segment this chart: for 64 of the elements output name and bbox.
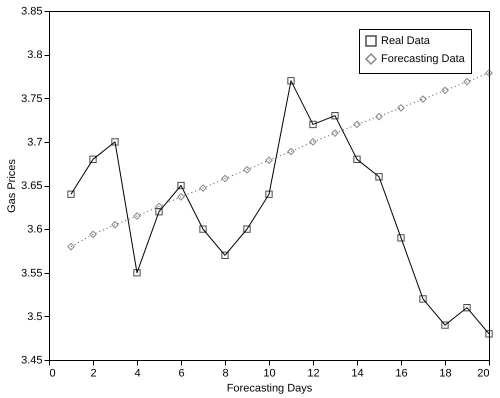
x-axis-title: Forecasting Days <box>226 382 313 394</box>
x-tick-label: 2 <box>90 368 97 380</box>
point <box>331 112 339 120</box>
y-tick-label: 3.55 <box>21 267 42 280</box>
point <box>353 120 361 128</box>
point <box>243 225 251 233</box>
x-tick-label: 18 <box>439 368 452 380</box>
point <box>485 330 493 338</box>
point <box>353 156 361 163</box>
point <box>133 269 141 276</box>
point <box>111 221 119 228</box>
point <box>177 182 185 190</box>
point <box>463 304 471 312</box>
point <box>419 95 427 103</box>
point <box>265 190 273 198</box>
point <box>243 166 251 174</box>
y-tick-label: 3.65 <box>21 180 42 192</box>
point <box>265 156 273 164</box>
point <box>89 156 97 163</box>
y-tick-label: 3.5 <box>27 310 42 323</box>
point <box>397 234 405 242</box>
point <box>463 78 471 86</box>
point <box>155 208 163 216</box>
y-tick-label: 3.75 <box>21 92 42 105</box>
point <box>419 295 427 303</box>
y-axis-title: Gas Prices <box>6 158 18 213</box>
x-tick-label: 14 <box>351 368 364 380</box>
point <box>67 242 75 250</box>
y-tick-label: 3.45 <box>21 354 42 366</box>
point <box>111 138 119 146</box>
legend-label: Real Data <box>381 35 431 47</box>
x-tick-label: 0 <box>50 368 56 380</box>
point <box>375 112 383 120</box>
point <box>67 190 75 198</box>
point <box>89 230 97 238</box>
x-tick-label: 20 <box>477 368 490 380</box>
point <box>199 225 207 233</box>
x-tick-label: 10 <box>263 368 276 380</box>
point <box>287 77 295 84</box>
point <box>177 193 185 201</box>
point <box>441 86 449 94</box>
x-tick-label: 4 <box>134 368 141 380</box>
point <box>441 321 449 329</box>
y-tick-label: 3.6 <box>27 224 42 236</box>
x-tick-label: 6 <box>178 368 185 380</box>
point <box>309 138 317 146</box>
point <box>375 173 383 180</box>
point <box>155 202 163 210</box>
point <box>199 184 207 192</box>
y-tick-label: 3.7 <box>27 136 42 148</box>
legend-label: Forecasting Data <box>381 53 466 65</box>
x-tick-label: 16 <box>395 368 408 380</box>
x-tick-label: 12 <box>307 368 320 380</box>
point <box>221 174 229 182</box>
point <box>397 104 405 112</box>
x-tick-label: 8 <box>222 368 229 380</box>
y-tick-label: 3.85 <box>21 6 42 18</box>
y-tick-label: 3.8 <box>27 49 42 62</box>
point <box>331 129 339 137</box>
point <box>309 120 317 128</box>
point <box>485 69 493 77</box>
point <box>133 212 141 220</box>
point <box>287 148 295 156</box>
point <box>221 252 229 259</box>
